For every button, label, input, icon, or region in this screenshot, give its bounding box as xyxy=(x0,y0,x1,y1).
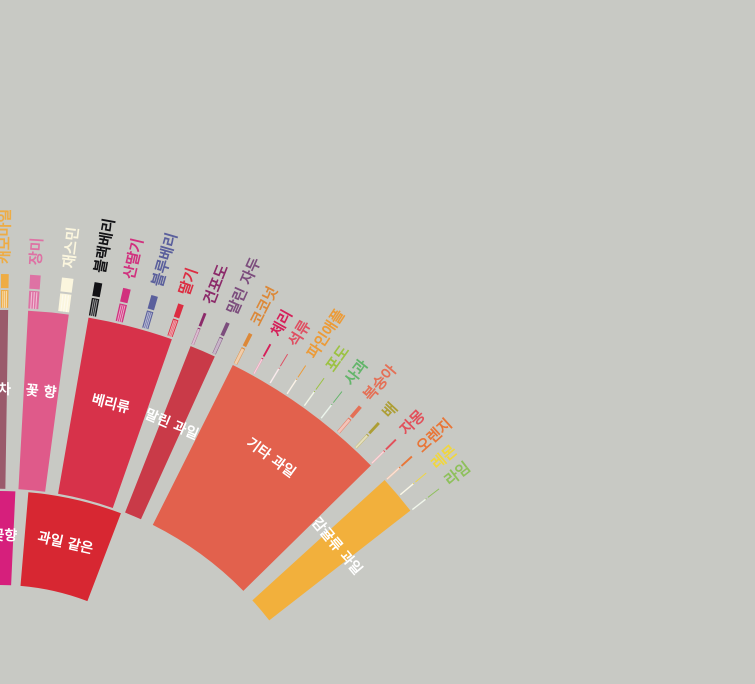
outer-stripes xyxy=(30,291,38,310)
outer-label: 장미 xyxy=(27,237,47,266)
outer-stripes xyxy=(116,304,126,323)
outer-tab xyxy=(385,438,397,451)
middle-segment xyxy=(0,310,9,489)
middle-segment xyxy=(125,346,215,520)
outer-label: 캐모마일 xyxy=(0,209,14,264)
outer-stripes xyxy=(168,319,178,337)
outer-tab xyxy=(332,391,343,403)
outer-stripes xyxy=(371,450,385,465)
inner-label: 꽃향 xyxy=(0,527,17,544)
outer-label: 배 xyxy=(379,399,402,421)
outer-tab xyxy=(349,405,362,419)
outer-tab xyxy=(400,455,413,467)
outer-tab xyxy=(315,377,325,390)
outer-stripes xyxy=(386,467,400,480)
outer-label: 블루베리 xyxy=(148,231,181,289)
outer-label: 딸기 xyxy=(175,266,201,298)
outer-stripes xyxy=(269,368,280,384)
outer-stripes xyxy=(191,328,201,346)
outer-label: 블랙베리 xyxy=(91,217,118,275)
outer-stripes xyxy=(354,434,369,449)
outer-tab xyxy=(147,295,158,311)
outer-stripes xyxy=(411,498,427,511)
middle-label: 꽃 향 xyxy=(25,382,57,402)
inner-segment xyxy=(20,492,121,602)
outer-stripes xyxy=(2,291,8,308)
outer-tab xyxy=(92,282,103,298)
outer-stripes xyxy=(337,418,351,434)
outer-tab xyxy=(220,322,230,337)
outer-stripes xyxy=(60,294,70,313)
outer-tab xyxy=(262,343,272,357)
outer-stripes xyxy=(320,404,333,419)
outer-tab xyxy=(60,277,74,293)
outer-stripes xyxy=(253,358,264,375)
outer-tab xyxy=(242,332,253,348)
outer-tab xyxy=(0,274,9,289)
outer-tab xyxy=(415,472,427,483)
outer-tab xyxy=(198,312,207,327)
outer-label: 산딸기 xyxy=(120,236,147,280)
outer-stripes xyxy=(212,337,223,355)
outer-stripes xyxy=(143,311,153,330)
middle-segment xyxy=(18,310,69,492)
outer-label: 재스민 xyxy=(60,226,83,269)
outer-stripes xyxy=(234,348,245,365)
outer-stripes xyxy=(90,299,98,317)
middle-segment xyxy=(252,480,411,621)
middle-segment xyxy=(152,365,371,591)
outer-stripes xyxy=(399,483,414,496)
outer-stripes xyxy=(303,391,315,407)
outer-stripes xyxy=(286,379,297,395)
outer-tab xyxy=(368,422,380,435)
outer-tab xyxy=(297,365,307,378)
outer-tab xyxy=(120,287,131,304)
outer-tab xyxy=(279,353,289,367)
outer-tab xyxy=(427,488,440,498)
outer-tab xyxy=(173,303,184,319)
outer-tab xyxy=(29,274,41,290)
middle-label: 홍차 xyxy=(0,381,11,398)
middle-segment xyxy=(58,317,172,508)
inner-segment xyxy=(0,491,16,586)
